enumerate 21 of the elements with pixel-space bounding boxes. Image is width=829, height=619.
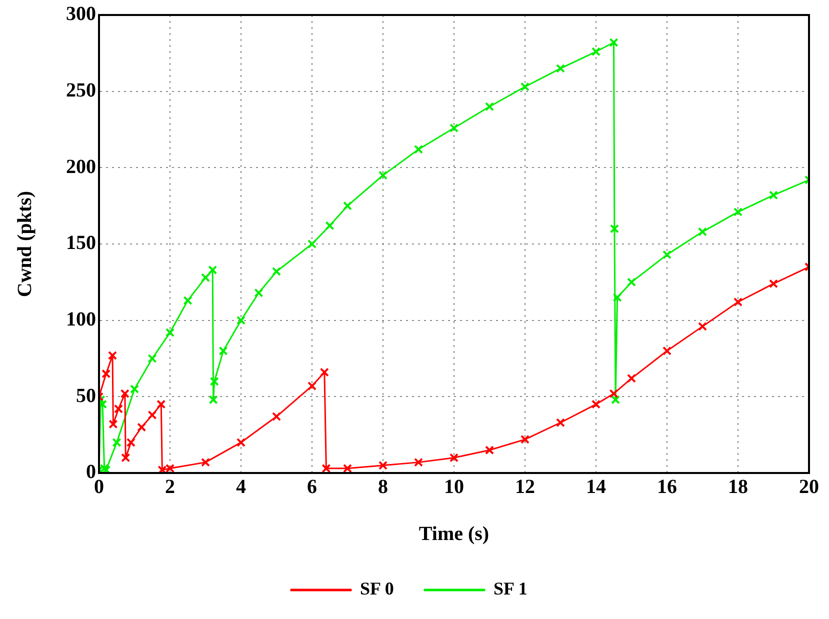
x-tick-label: 16	[657, 476, 677, 498]
y-tick-label: 150	[66, 232, 96, 254]
x-tick-label: 6	[307, 476, 317, 498]
x-tick-label: 10	[444, 476, 464, 498]
y-tick-label: 250	[66, 80, 96, 102]
y-axis-title: Cwnd (pkts)	[14, 190, 36, 298]
y-tick-label: 50	[76, 384, 96, 407]
x-tick-label: 8	[378, 476, 388, 498]
legend-label: SF 1	[494, 578, 528, 599]
y-tick-label: 0	[86, 461, 96, 484]
x-tick-label: 18	[728, 476, 748, 498]
x-tick-label: 14	[586, 476, 606, 498]
x-tick-label: 12	[515, 476, 535, 498]
legend-label: SF 0	[360, 578, 394, 599]
x-tick-label: 20	[799, 476, 819, 498]
x-axis-title: Time (s)	[418, 523, 490, 546]
x-tick-label: 4	[236, 476, 246, 498]
x-tick-label: 2	[165, 476, 175, 498]
y-tick-label: 200	[66, 156, 96, 178]
y-tick-label: 300	[66, 3, 96, 26]
y-tick-label: 100	[66, 308, 96, 331]
